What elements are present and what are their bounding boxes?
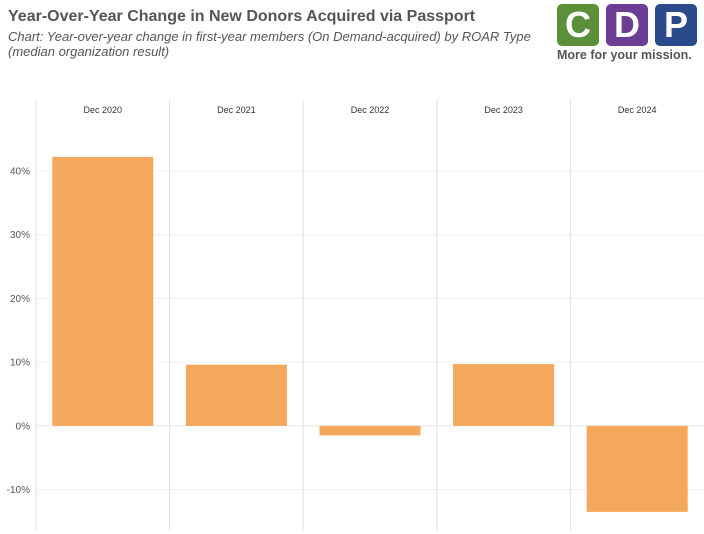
- y-tick-label: -10%: [7, 485, 30, 496]
- logo-letter-d: D: [606, 4, 648, 46]
- bar-dec-2020: [52, 156, 154, 426]
- category-label: Dec 2021: [217, 105, 256, 115]
- category-labels: Dec 2020 Dec 2021 Dec 2022 Dec 2023 Dec 2024: [84, 105, 657, 115]
- category-label: Dec 2024: [618, 105, 657, 115]
- y-tick-label: 20%: [10, 294, 30, 305]
- y-axis-tick-labels: -10% 0% 10% 20% 30% 40%: [7, 166, 30, 496]
- category-label: Dec 2023: [484, 105, 523, 115]
- y-tick-label: 40%: [10, 166, 30, 177]
- bar-dec-2021: [185, 364, 287, 426]
- bar-dec-2023: [453, 364, 555, 426]
- y-tick-label: 0%: [16, 421, 31, 432]
- category-label: Dec 2020: [84, 105, 123, 115]
- panel-dividers: [35, 100, 571, 531]
- chart-title: Year-Over-Year Change in New Donors Acqu…: [8, 8, 476, 25]
- bar-dec-2022: [319, 425, 421, 436]
- bars: [52, 156, 688, 512]
- y-tick-label: 30%: [10, 230, 30, 241]
- y-tick-label: 10%: [10, 358, 30, 369]
- chart-subtitle: Chart: Year-over-year change in first-ye…: [8, 29, 531, 59]
- logo-letter-p: P: [655, 4, 697, 46]
- bar-dec-2024: [586, 425, 688, 512]
- logo-tagline: More for your mission.: [557, 48, 692, 62]
- category-label: Dec 2022: [351, 105, 390, 115]
- cdp-logo: C D P More for your mission.: [557, 4, 701, 64]
- logo-letter-c: C: [557, 4, 599, 46]
